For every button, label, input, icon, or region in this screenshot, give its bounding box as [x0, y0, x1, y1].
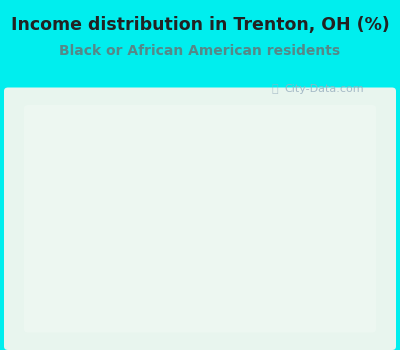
- Wedge shape: [200, 116, 298, 310]
- Text: City-Data.com: City-Data.com: [284, 84, 364, 94]
- Wedge shape: [102, 116, 218, 312]
- Text: Black or African American residents: Black or African American residents: [60, 44, 340, 58]
- Text: $100k: $100k: [260, 219, 354, 232]
- Text: ⓘ: ⓘ: [272, 84, 279, 94]
- Text: Income distribution in Trenton, OH (%): Income distribution in Trenton, OH (%): [11, 16, 389, 34]
- Text: $75k: $75k: [78, 195, 160, 208]
